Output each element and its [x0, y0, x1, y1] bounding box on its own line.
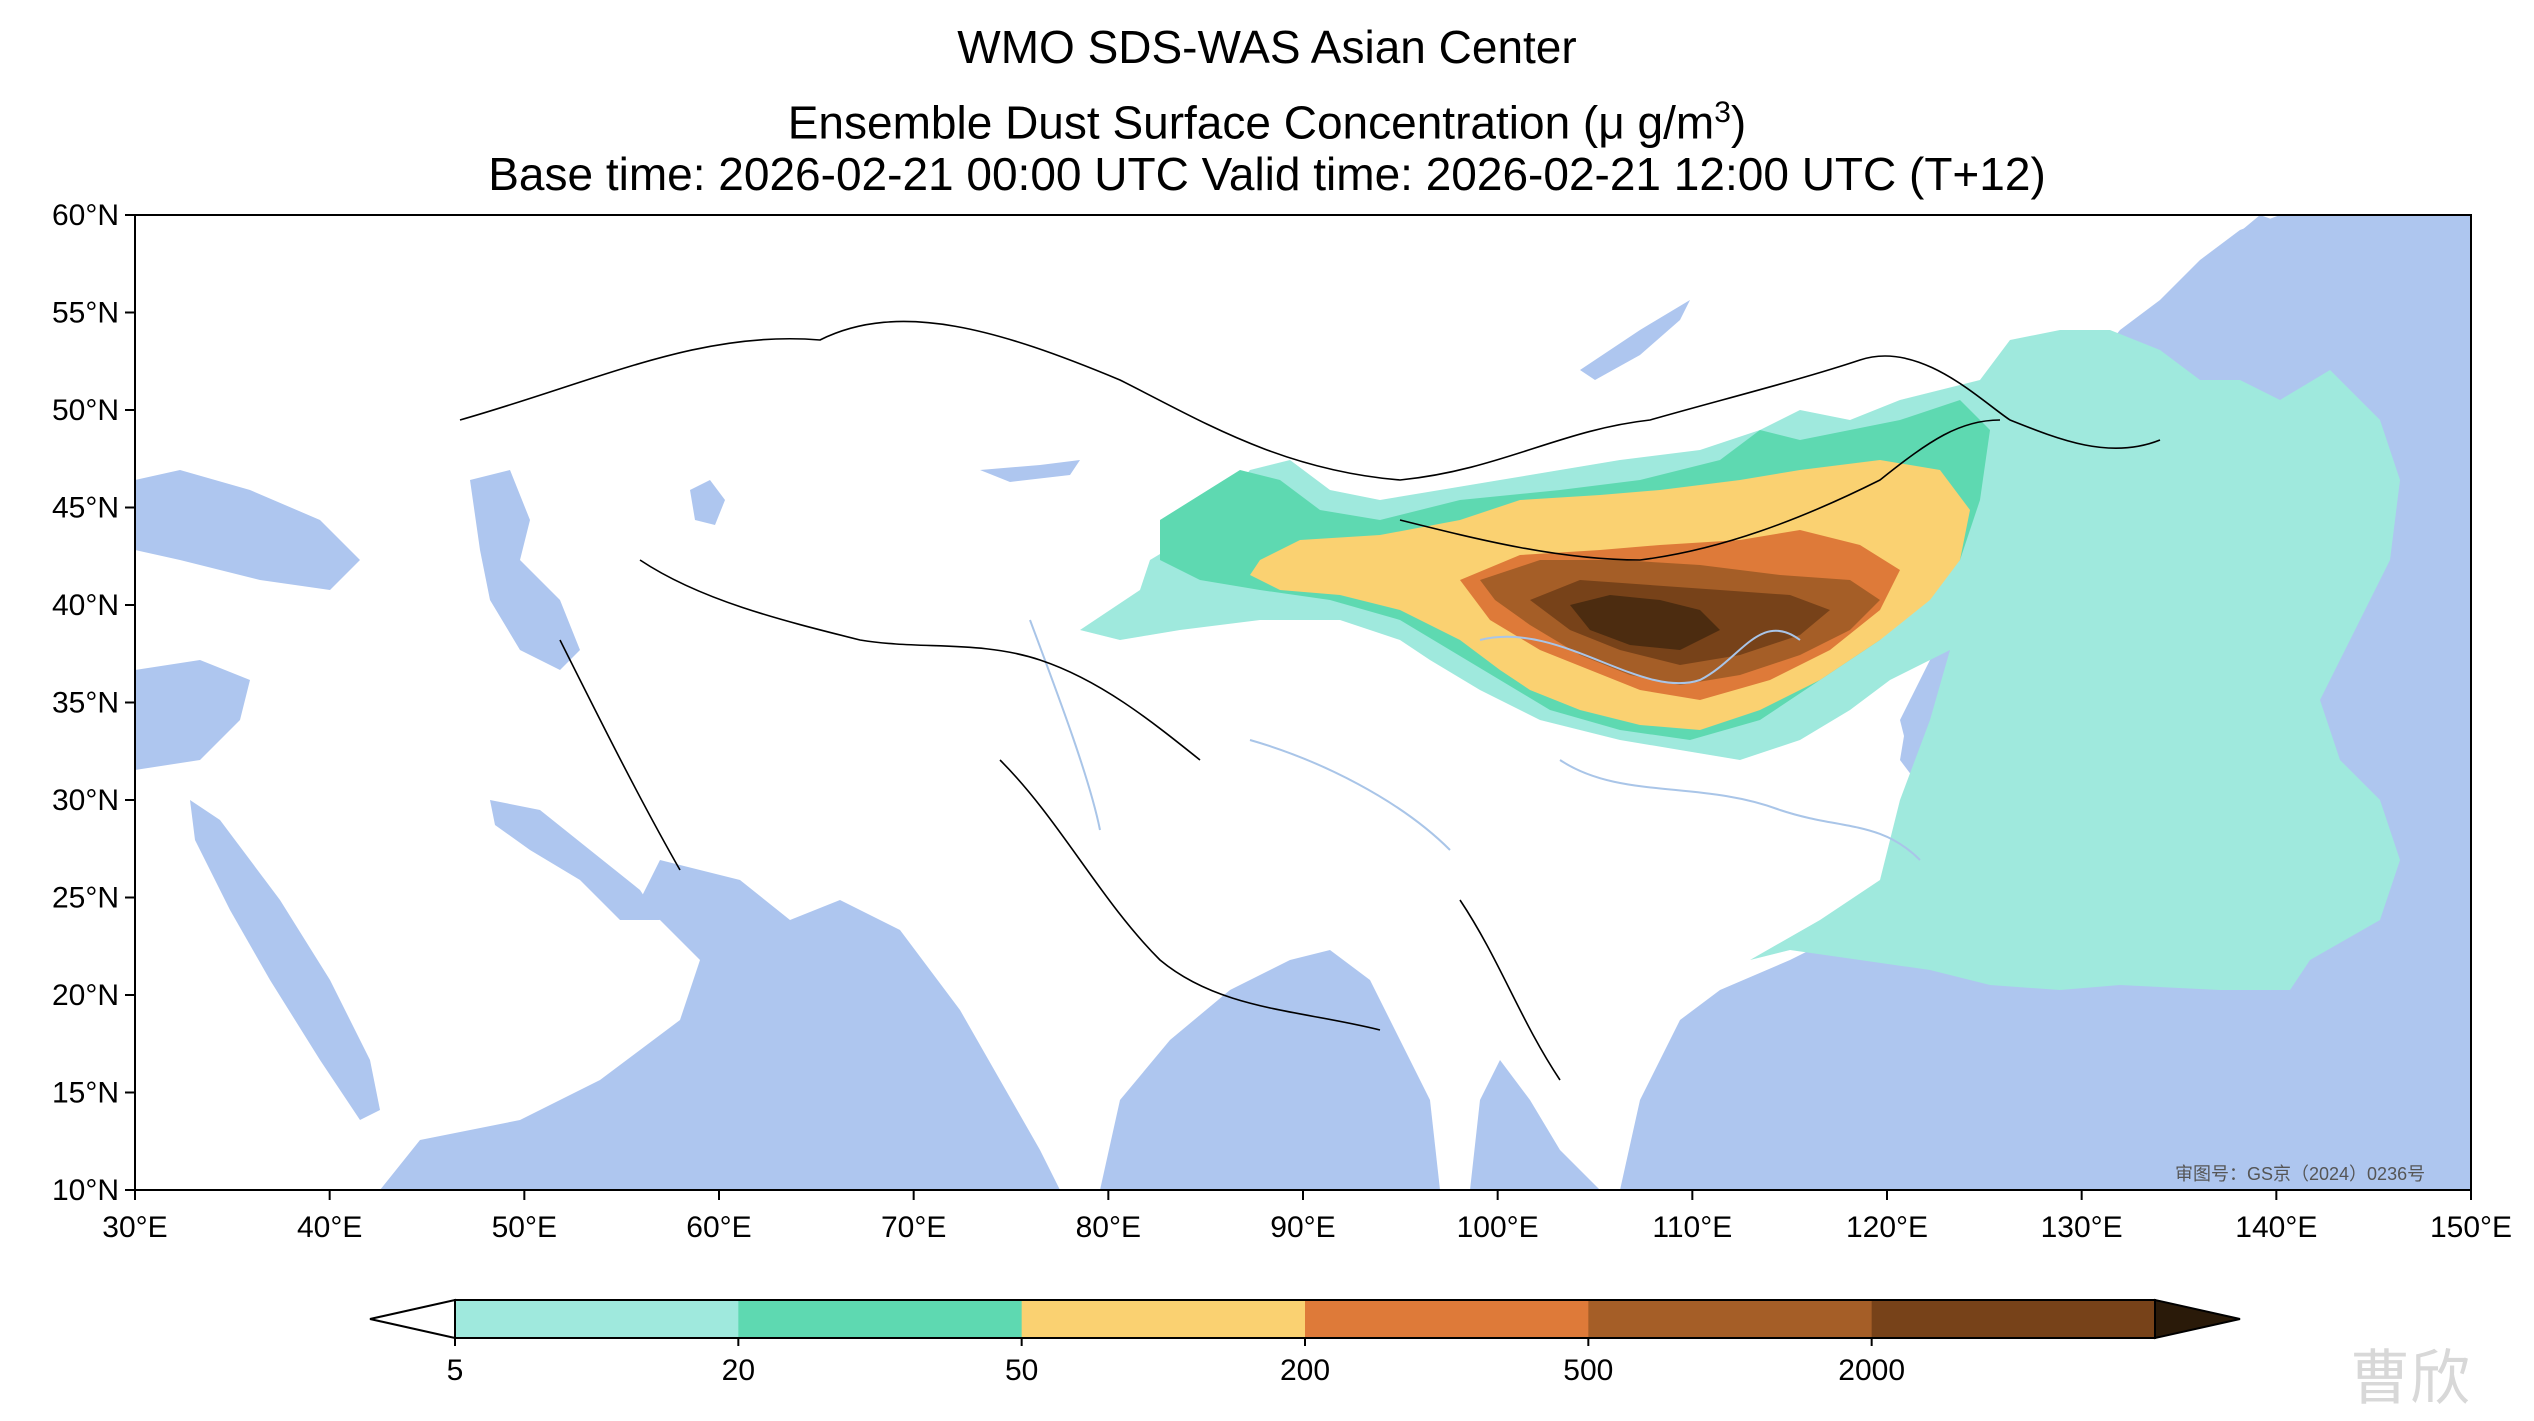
lake-balkhash: [980, 460, 1080, 482]
colorbar-tick-label: 50: [1005, 1354, 1038, 1387]
colorbar-over-arrow: [2154, 1298, 2241, 1340]
x-tick-label: 150°E: [2430, 1211, 2512, 1244]
map-canvas: [135, 215, 2471, 1190]
x-tick-label: 60°E: [686, 1211, 751, 1244]
persian-gulf: [490, 800, 660, 920]
colorbar-tick-label: 500: [1563, 1354, 1613, 1387]
y-tick-label: 25°N: [52, 882, 119, 915]
colorbar: 5 20 50 200 500 2000: [369, 1298, 2241, 1387]
brand-watermark: 曹欣: [2350, 1344, 2470, 1414]
sea-of-okhotsk: [2230, 215, 2400, 380]
black-sea: [135, 470, 360, 590]
map-approval-watermark: 审图号：GS京（2024）0236号: [2175, 1164, 2426, 1184]
colorbar-tick-label: 20: [722, 1354, 755, 1387]
y-tick-label: 40°N: [52, 589, 119, 622]
title-line-3: Base time: 2026-02-21 00:00 UTC Valid ti…: [488, 148, 2046, 201]
x-tick-label: 40°E: [297, 1211, 362, 1244]
x-tick-label: 50°E: [492, 1211, 557, 1244]
aral-sea: [690, 480, 725, 525]
y-tick-label: 15°N: [52, 1077, 119, 1110]
x-tick-label: 130°E: [2041, 1211, 2123, 1244]
figure-title: WMO SDS-WAS Asian Center Ensemble Dust S…: [0, 14, 2534, 207]
colorbar-tick-label: 5: [447, 1354, 464, 1387]
red-sea: [190, 800, 380, 1120]
dust-level-max: [1570, 595, 1720, 650]
y-tick-label: 20°N: [52, 979, 119, 1012]
x-tick-label: 120°E: [1846, 1211, 1928, 1244]
andaman-sea: [1470, 1060, 1600, 1190]
x-tick-label: 80°E: [1076, 1211, 1141, 1244]
lake-baikal: [1580, 300, 1690, 380]
bay-of-bengal: [1100, 950, 1440, 1190]
x-tick-label: 100°E: [1457, 1211, 1539, 1244]
x-tick-labels: 30°E 40°E 50°E 60°E 70°E 80°E 90°E 100°E 110°E 12…: [102, 1211, 2512, 1244]
colorbar-segment: [455, 1300, 740, 1338]
title-line-1: WMO SDS-WAS Asian Center: [957, 21, 1577, 73]
x-tick-label: 140°E: [2235, 1211, 2317, 1244]
colorbar-segment: [1305, 1300, 1590, 1338]
colorbar-segment: [738, 1300, 1023, 1338]
axis-ticks: [125, 214, 2472, 1200]
country-borders: [459, 320, 2161, 1081]
x-tick-label: 90°E: [1270, 1211, 1335, 1244]
y-tick-label: 50°N: [52, 394, 119, 427]
colorbar-segment: [1588, 1300, 1873, 1338]
dust-concentration-layers: [1080, 330, 2400, 990]
y-tick-label: 45°N: [52, 492, 119, 525]
y-tick-label: 30°N: [52, 784, 119, 817]
colorbar-tick-label: 200: [1280, 1354, 1330, 1387]
colorbar-segment: [1021, 1300, 1306, 1338]
colorbar-segment: [1871, 1300, 2156, 1338]
title-line-2: Ensemble Dust Surface Concentration (μ g…: [787, 96, 1747, 149]
y-tick-label: 35°N: [52, 687, 119, 720]
x-tick-label: 30°E: [102, 1211, 167, 1244]
colorbar-tick-label: 2000: [1838, 1354, 1905, 1387]
x-tick-label: 70°E: [881, 1211, 946, 1244]
caspian-sea: [470, 470, 580, 670]
mediterranean: [135, 660, 250, 770]
indian-ocean: [380, 860, 1060, 1190]
y-tick-label: 60°N: [52, 199, 119, 232]
y-tick-labels: 60°N 55°N 50°N 45°N 40°N 35°N 30°N 25°N 20°N 15°N…: [52, 199, 119, 1207]
colorbar-under-arrow: [369, 1298, 456, 1340]
rivers: [1029, 619, 1921, 861]
y-tick-label: 55°N: [52, 297, 119, 330]
x-tick-label: 110°E: [1652, 1211, 1732, 1244]
y-tick-label: 10°N: [52, 1174, 119, 1207]
